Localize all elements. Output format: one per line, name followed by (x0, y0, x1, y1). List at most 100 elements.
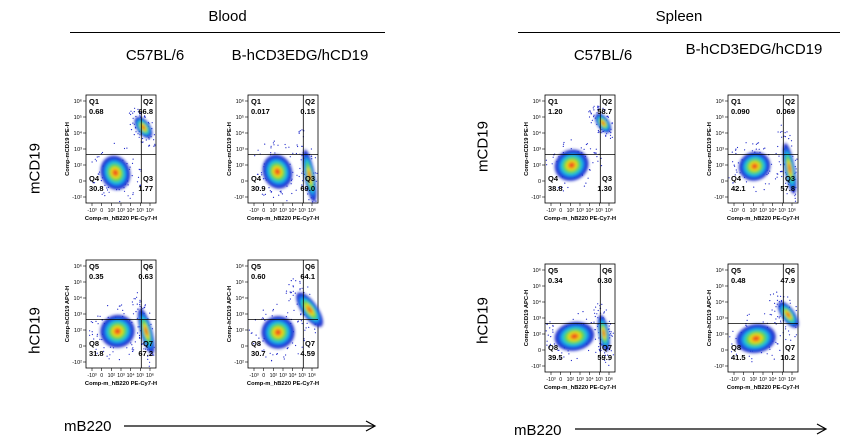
event-dot (545, 159, 548, 161)
quadrant-name: Q6 (785, 266, 795, 275)
event-dot (773, 358, 775, 360)
event-dot (795, 309, 797, 312)
event-dot (594, 312, 596, 314)
event-dot (295, 152, 297, 155)
event-dot (768, 183, 770, 185)
y-tick-label: 10⁶ (716, 267, 724, 274)
event-dot (97, 323, 99, 325)
event-dot (751, 361, 753, 363)
event-dot (132, 347, 134, 349)
event-dot (787, 296, 789, 298)
event-dot (96, 333, 98, 335)
y-tick-label: 10⁴ (236, 295, 245, 302)
y-tick-label: 0 (538, 348, 541, 354)
event-dot (735, 169, 737, 171)
event-dot (298, 132, 300, 134)
y-tick-label: 10³ (236, 312, 244, 318)
event-dot (593, 114, 595, 116)
event-dot (600, 157, 602, 159)
event-dot (748, 355, 750, 357)
quadrant-name: Q8 (731, 343, 741, 352)
event-dot (264, 193, 266, 195)
event-dot (123, 313, 125, 315)
event-dot (270, 152, 272, 154)
event-dot (751, 150, 754, 152)
event-dot (608, 359, 610, 361)
x-tick-label: 10² (270, 208, 278, 214)
event-dot (90, 321, 92, 323)
event-dot (287, 347, 289, 349)
event-dot (764, 147, 766, 149)
event-dot (731, 151, 733, 153)
quadrant-percent: 41.5 (731, 353, 746, 362)
event-dot (774, 178, 777, 180)
quadrant-percent: 0.63 (138, 272, 153, 281)
event-dot (585, 143, 588, 146)
event-dot (262, 317, 264, 319)
event-dot (289, 291, 291, 293)
event-dot (101, 193, 103, 195)
event-dot (301, 346, 303, 348)
quadrant-percent: 0.017 (251, 107, 270, 116)
event-dot (588, 349, 590, 352)
event-dot (137, 326, 139, 328)
y-tick-label: 0 (721, 179, 724, 185)
x-axis-title: Comp-m_hB220 PE-Cy7-H (727, 216, 799, 222)
event-dot (734, 348, 737, 350)
event-dot (598, 131, 600, 133)
event-dot (132, 350, 134, 352)
x-axis-title: Comp-m_hB220 PE-Cy7-H (544, 385, 616, 391)
y-tick-label: 10⁴ (74, 130, 83, 137)
event-dot (608, 328, 610, 330)
x-tick-label: 10⁵ (778, 208, 786, 214)
event-dot (729, 336, 731, 338)
event-dot (590, 113, 592, 115)
quadrant-name: Q8 (89, 339, 99, 348)
y-axis-title: Comp-mCD19 PE-H (65, 122, 71, 176)
event-dot (274, 152, 276, 154)
event-dot (301, 145, 303, 147)
event-dot (775, 318, 777, 320)
event-dot (138, 168, 140, 170)
column-header-blood-humanized: B-hCD3EDG/hCD19 (231, 47, 369, 64)
event-dot (604, 109, 606, 111)
event-dot (262, 309, 264, 311)
event-dot (128, 353, 130, 355)
x-tick-label: 0 (262, 208, 265, 214)
event-dot (305, 189, 307, 191)
event-dot (598, 348, 600, 350)
event-dot (148, 365, 150, 367)
event-dot (770, 163, 773, 165)
event-dot (609, 134, 612, 136)
x-tick-label: 0 (742, 208, 745, 214)
event-dot (151, 122, 153, 124)
event-dot (132, 192, 134, 194)
event-dot (280, 192, 282, 194)
event-dot (134, 341, 136, 343)
x-tick-label: 0 (100, 208, 103, 214)
event-dot (144, 305, 146, 307)
event-dot (545, 330, 547, 332)
event-dot (609, 137, 612, 139)
event-dot (295, 344, 297, 347)
event-dot (299, 280, 301, 283)
event-dot (589, 110, 591, 112)
event-dot (303, 338, 305, 340)
event-dot (549, 321, 551, 323)
event-dot (774, 310, 776, 312)
event-dot (139, 304, 141, 306)
event-dot (588, 111, 590, 113)
event-dot (129, 123, 131, 126)
x-tick-label: 10⁴ (586, 377, 594, 383)
event-dot (594, 338, 597, 340)
x-tick-label: -10³ (87, 208, 96, 214)
event-dot (550, 336, 552, 338)
event-dot (271, 360, 273, 362)
y-tick-label: 10² (236, 163, 244, 169)
event-dot (780, 124, 782, 126)
event-dot (777, 145, 779, 148)
event-dot (570, 139, 572, 141)
event-dot (255, 334, 257, 336)
section-title-blood: Blood (208, 8, 247, 25)
event-dot (122, 309, 124, 311)
